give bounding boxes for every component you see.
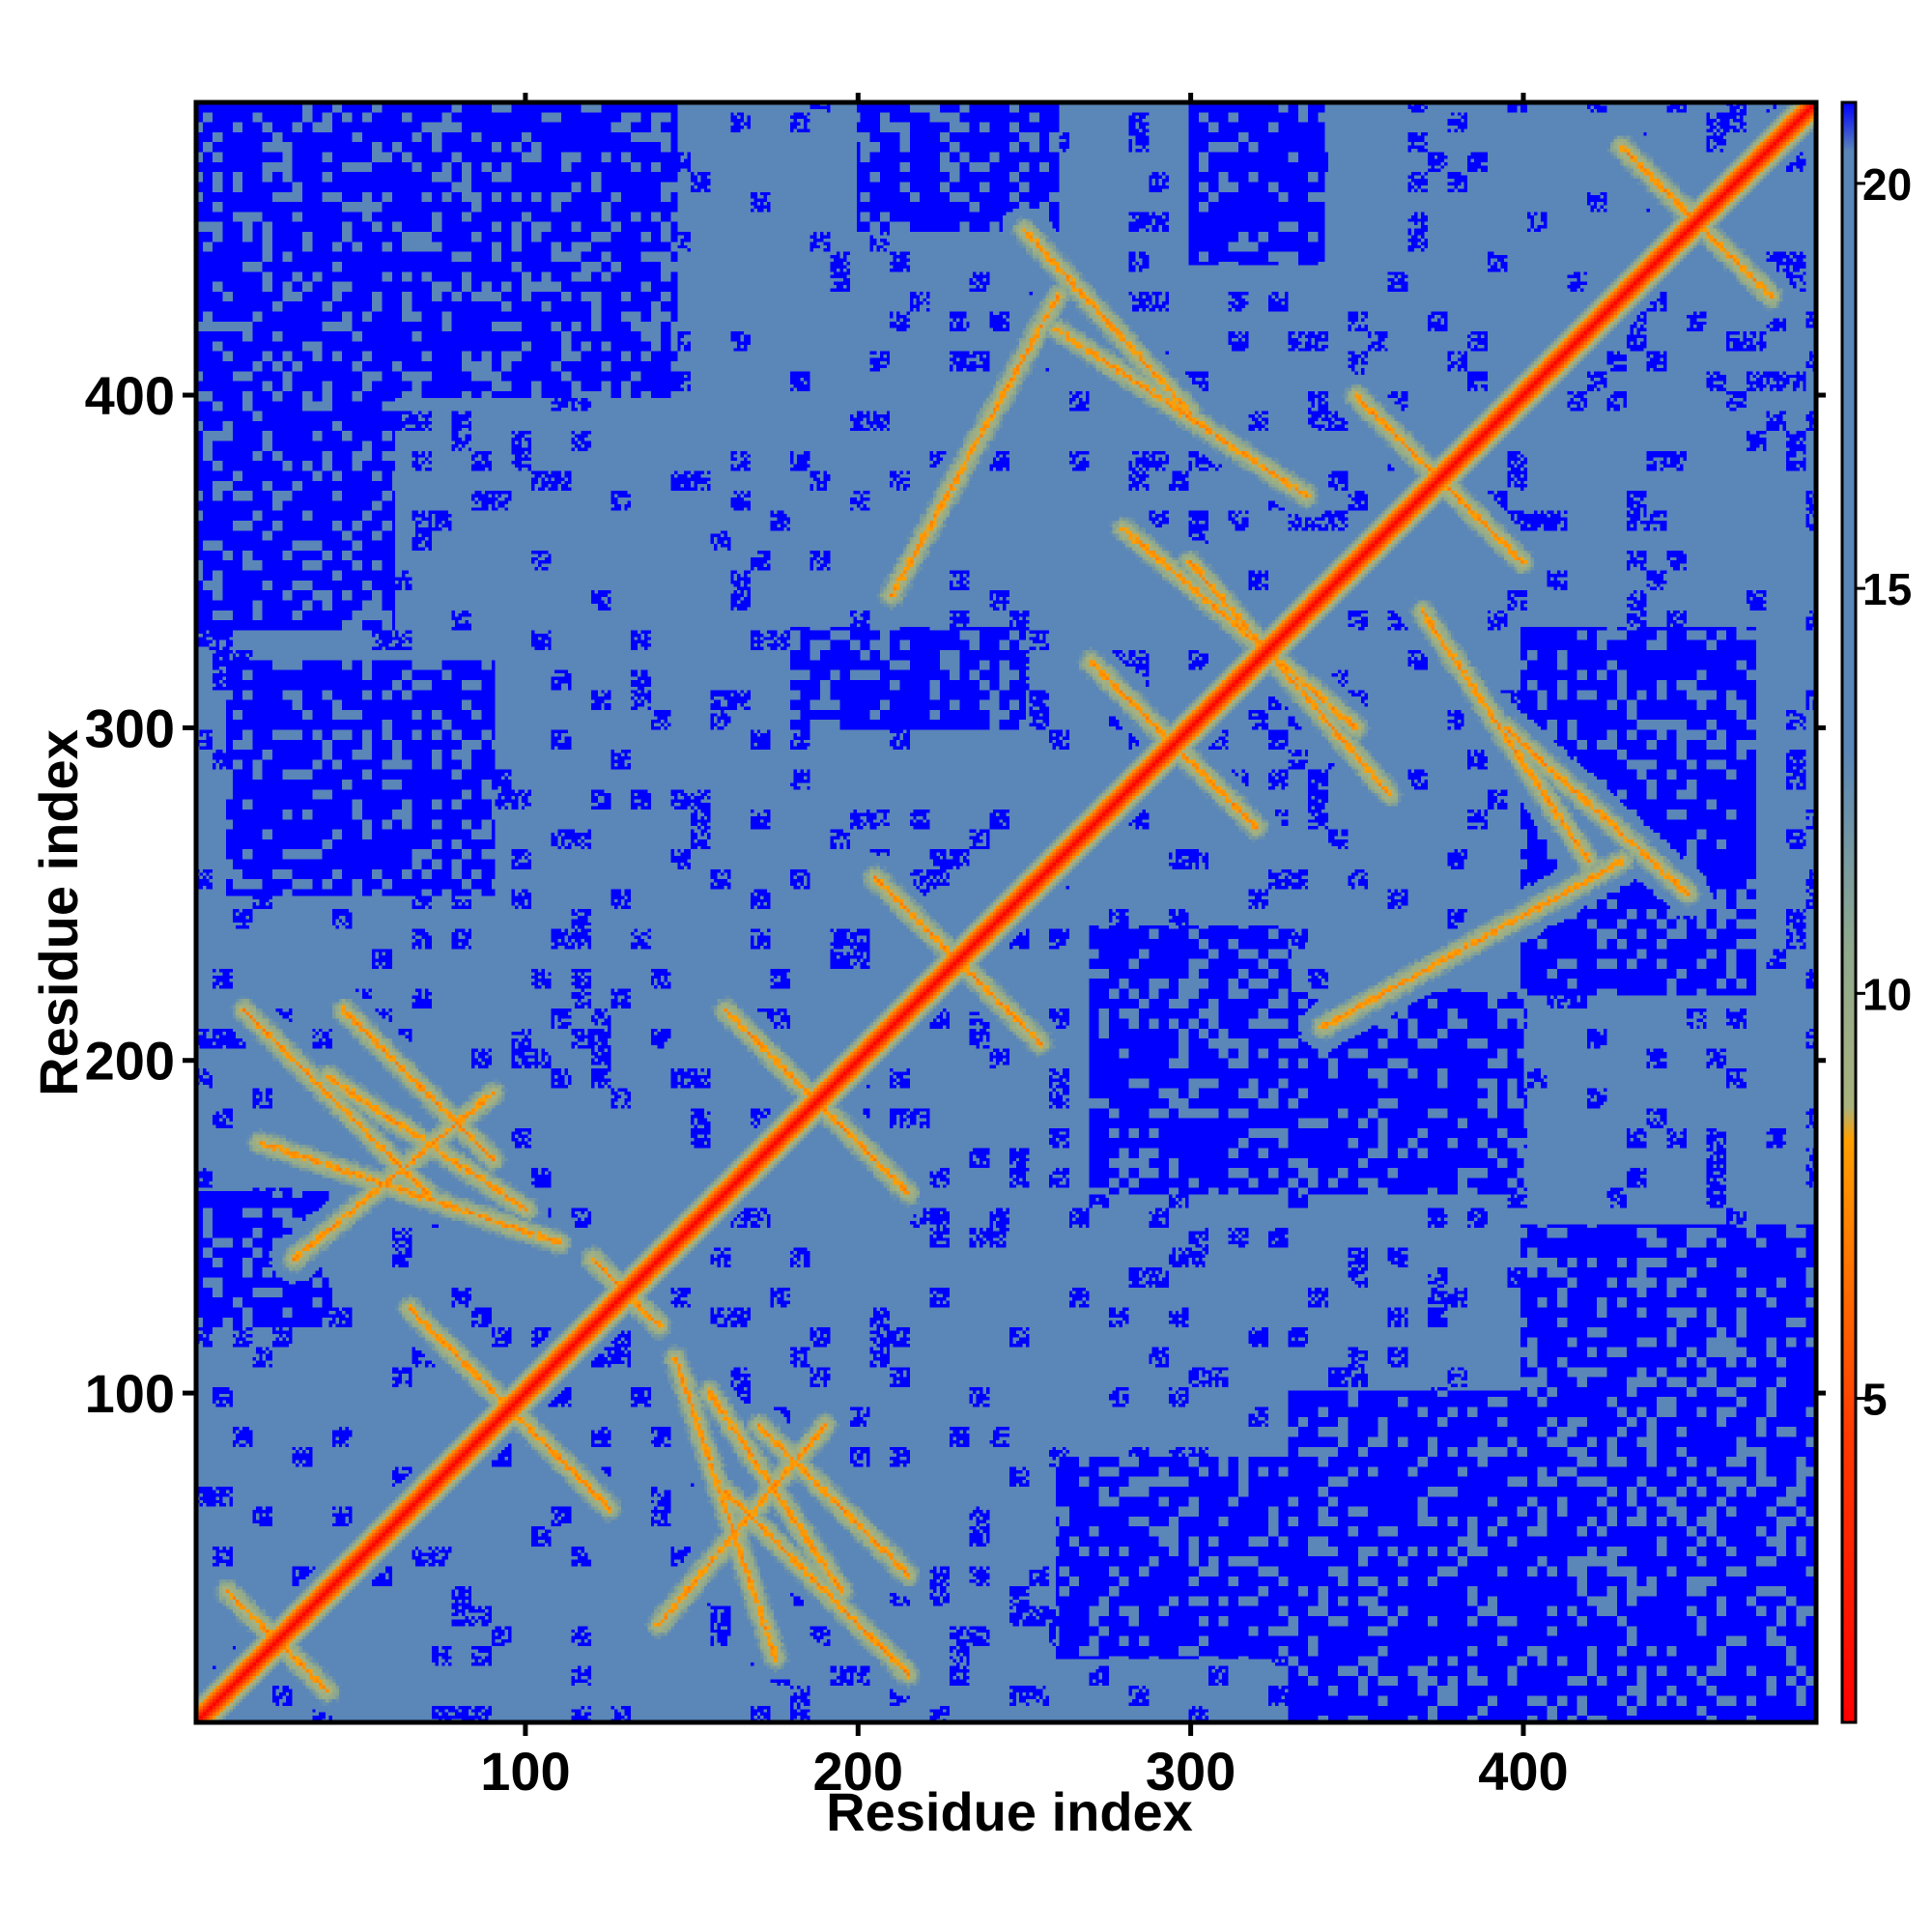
x-tick-label: 200 — [813, 1741, 903, 1802]
y-tick-label: 200 — [85, 1031, 175, 1092]
colorbar-tick-label: 15 — [1862, 564, 1912, 614]
x-tick-label: 400 — [1478, 1741, 1568, 1802]
y-axis-title: Residue index — [28, 729, 89, 1096]
colorbar-tick-label: 20 — [1862, 159, 1912, 210]
colorbar-tick-label: 10 — [1862, 969, 1912, 1019]
colorbar-tick-label: 5 — [1862, 1375, 1888, 1425]
y-tick-label: 400 — [85, 365, 175, 426]
y-axis-ticks: 100 200 300 400 — [85, 365, 1826, 1424]
heatmap-area — [196, 102, 1816, 1722]
y-tick-label: 100 — [85, 1363, 175, 1424]
heatmap-image — [196, 102, 1816, 1722]
x-axis-ticks: 100 200 300 400 — [480, 93, 1569, 1802]
y-tick-label: 300 — [85, 697, 175, 758]
x-tick-label: 100 — [480, 1741, 570, 1802]
colorbar-gradient — [1840, 100, 1858, 1724]
plot-frame — [193, 99, 1819, 1725]
colorbar-ticks: 5 10 15 20 — [1856, 159, 1912, 1425]
x-axis-title: Residue index — [826, 1781, 1193, 1842]
x-tick-label: 300 — [1146, 1741, 1236, 1802]
colorbar: 5 10 15 20 — [1840, 100, 1912, 1724]
